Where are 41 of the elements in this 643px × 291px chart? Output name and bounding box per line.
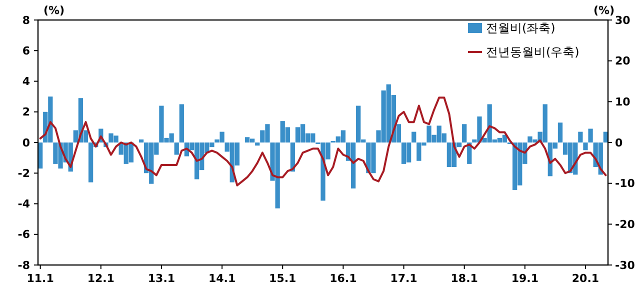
bar [588, 128, 593, 142]
x-tick-label: 14.1 [208, 272, 236, 285]
x-tick-label: 12.1 [87, 272, 114, 285]
y-tick-label: 4 [22, 75, 30, 88]
bar [578, 132, 583, 142]
bar [174, 142, 179, 155]
y2-tick-label: -20 [615, 218, 636, 232]
bar [255, 142, 260, 146]
x-tick-label: 11.1 [26, 272, 54, 285]
x-tick-label: 20.1 [572, 272, 600, 285]
y-tick-label: -8 [18, 258, 30, 272]
y2-tick-label: 30 [615, 14, 631, 27]
y-tick-label: -2 [18, 166, 30, 180]
x-tick-label: 18.1 [450, 272, 478, 285]
legend-label: 전년동월비(우축) [486, 45, 580, 60]
y-tick-label: 0 [22, 136, 30, 150]
x-tick-label: 19.1 [511, 272, 538, 285]
y2-tick-label: 20 [615, 54, 631, 68]
bar [412, 132, 416, 142]
x-tick-label: 13.1 [148, 272, 176, 285]
y-axis-title: (%) [43, 4, 65, 17]
bar [583, 142, 588, 150]
x-tick-label: 17.1 [390, 272, 418, 285]
y2-tick-label: -30 [615, 258, 636, 272]
x-tick-label: 15.1 [269, 272, 296, 285]
y-tick-label: 2 [22, 106, 30, 119]
y2-tick-label: -10 [615, 177, 636, 190]
bar [462, 124, 467, 142]
y-tick-label: 8 [22, 14, 30, 27]
y-tick-label: -4 [18, 198, 30, 211]
legend-label: 전월비(좌축) [486, 21, 556, 36]
y2-tick-label: 0 [615, 136, 623, 150]
line-series [39, 96, 607, 186]
bar [138, 139, 144, 142]
bar [179, 104, 184, 142]
x-tick-label: 16.1 [330, 272, 357, 285]
y-tick-label: -6 [18, 228, 30, 242]
bar [558, 122, 563, 142]
y2-axis-title: (%) [593, 4, 615, 17]
y-tick-label: 6 [22, 44, 30, 58]
y2-tick-label: 10 [615, 96, 631, 109]
